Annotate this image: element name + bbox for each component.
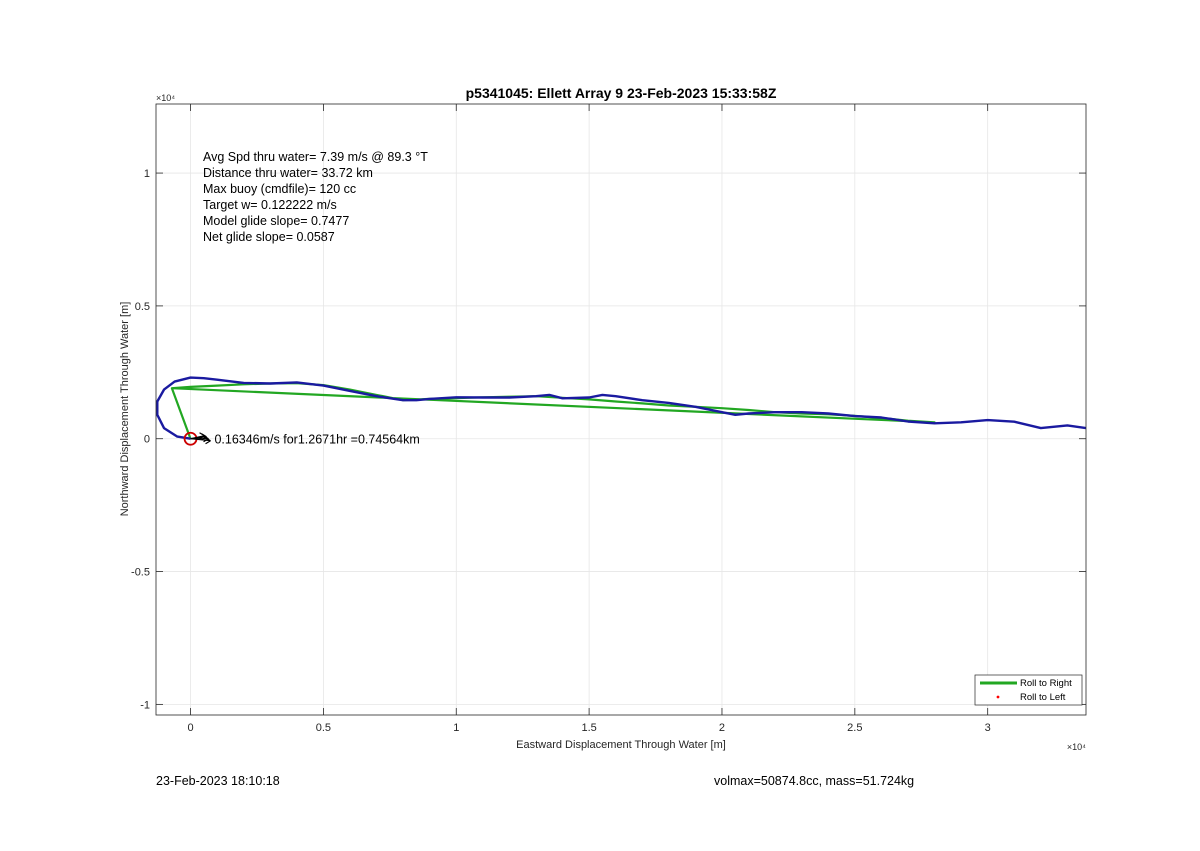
legend-roll-right-label: Roll to Right xyxy=(1020,678,1072,689)
current-arrow-head xyxy=(205,437,211,442)
current-arrow-head xyxy=(203,435,209,440)
stats-line: Model glide slope= 0.7477 xyxy=(203,214,349,228)
axes-frame xyxy=(155,103,1087,716)
x-tick-label: 2.5 xyxy=(847,722,862,734)
x-axis-label: Eastward Displacement Through Water [m] xyxy=(516,739,726,751)
stats-line: Target w= 0.122222 m/s xyxy=(203,198,337,212)
x-tick-label: 3 xyxy=(985,722,991,734)
legend-box xyxy=(974,674,1083,706)
y-exponent-label: ×10⁴ xyxy=(156,93,175,103)
footer-timestamp: 23-Feb-2023 18:10:18 xyxy=(156,774,280,788)
x-tick-label: 1.5 xyxy=(581,722,596,734)
y-tick-label: 1 xyxy=(144,168,150,180)
stats-line: Avg Spd thru water= 7.39 m/s @ 89.3 °T xyxy=(203,150,428,164)
grid-lines xyxy=(156,104,1086,715)
x-tick-label: 2 xyxy=(719,722,725,734)
legend-roll-left-swatch xyxy=(996,695,1000,699)
chart-title: p5341045: Ellett Array 9 23-Feb-2023 15:… xyxy=(466,85,777,101)
series-line-track xyxy=(156,376,1086,440)
x-axis: 0 0.5 1 1.5 2 2.5 3 xyxy=(187,104,991,734)
legend-roll-left-label: Roll to Left xyxy=(1020,692,1066,703)
x-tick-label: 0.5 xyxy=(316,722,331,734)
current-annotation: 0.16346m/s for1.2671hr =0.74564km xyxy=(214,433,419,447)
x-tick-label: 0 xyxy=(187,722,193,734)
current-arrow-head xyxy=(201,433,207,438)
stats-line: Net glide slope= 0.0587 xyxy=(203,230,335,244)
y-tick-label: -0.5 xyxy=(131,567,150,579)
y-tick-label: -1 xyxy=(140,699,150,711)
stats-line: Max buoy (cmdfile)= 120 cc xyxy=(203,182,356,196)
series-layer xyxy=(156,376,1086,446)
x-exponent-label: ×10⁴ xyxy=(1067,742,1086,752)
stats-text-block: Avg Spd thru water= 7.39 m/s @ 89.3 °T Di… xyxy=(203,150,428,244)
y-axis: -1 -0.5 0 0.5 1 xyxy=(131,168,1086,711)
x-tick-label: 1 xyxy=(453,722,459,734)
y-axis-label: Northward Displacement Through Water [m] xyxy=(119,302,131,517)
y-tick-label: 0 xyxy=(144,434,150,446)
y-tick-label: 0.5 xyxy=(135,301,150,313)
footer-volmax-mass: volmax=50874.8cc, mass=51.724kg xyxy=(714,774,914,788)
current-arrow xyxy=(190,438,211,442)
legend: Roll to Right Roll to Left xyxy=(974,674,1083,706)
current-arrow-head xyxy=(205,440,211,445)
plot-area xyxy=(156,104,1086,715)
stats-line: Distance thru water= 33.72 km xyxy=(203,166,373,180)
